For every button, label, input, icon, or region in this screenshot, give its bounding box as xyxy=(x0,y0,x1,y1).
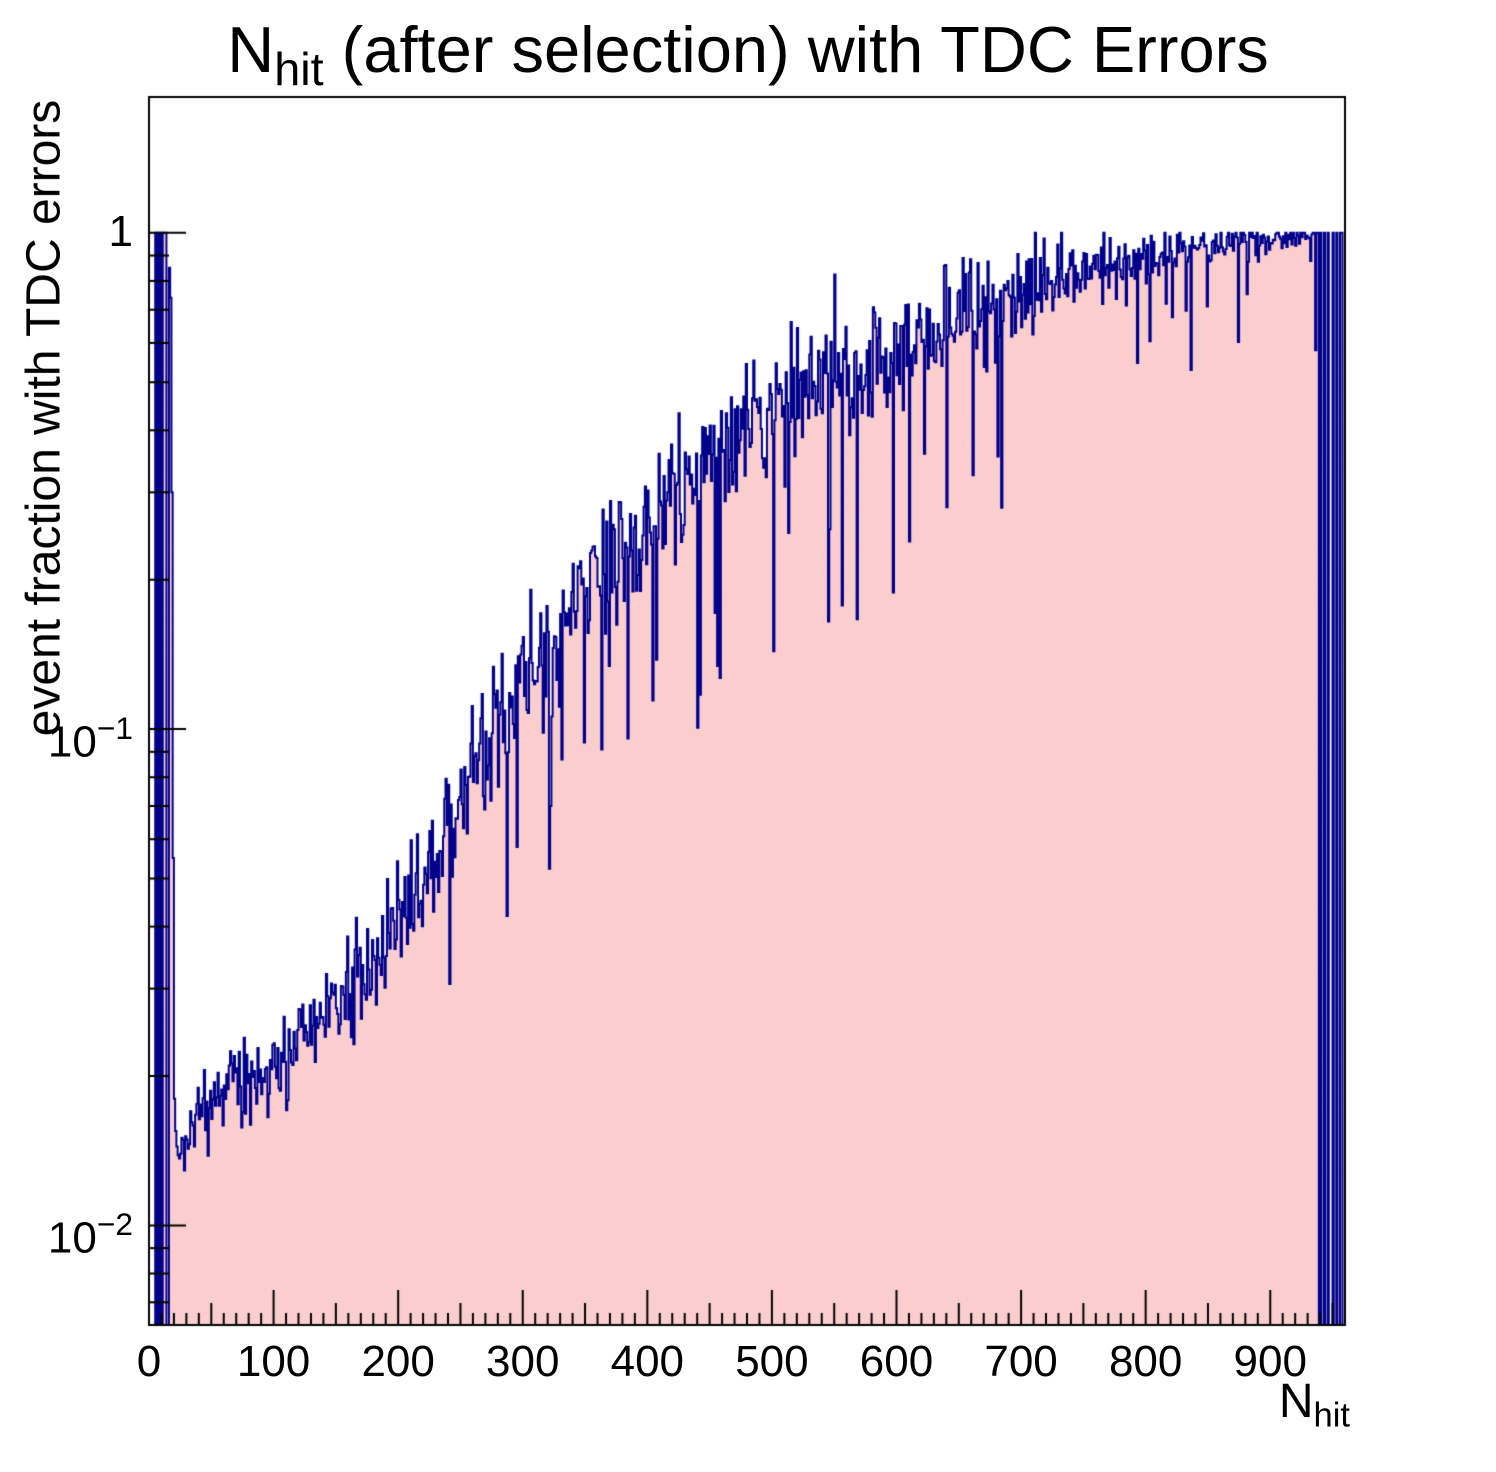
x-tick-label: 100 xyxy=(236,1337,311,1386)
y-tick-label: 10−1 xyxy=(47,710,133,767)
x-tick-label: 500 xyxy=(735,1337,809,1386)
y-tick-label: 10−2 xyxy=(47,1206,133,1263)
x-tick-label: 0 xyxy=(136,1337,162,1386)
x-tick-label: 700 xyxy=(984,1337,1058,1386)
plot-title: Nhit (after selection) with TDC Errors xyxy=(227,13,1269,96)
x-tick-label: 800 xyxy=(1108,1337,1183,1386)
x-tick-label: 200 xyxy=(361,1337,435,1386)
x-tick-label: 900 xyxy=(1233,1337,1307,1386)
x-tick-label: 400 xyxy=(610,1337,685,1386)
y-tick-label: 1 xyxy=(108,206,133,256)
x-tick-label: 300 xyxy=(486,1337,560,1386)
x-axis-title: Nhit xyxy=(1278,1375,1350,1435)
y-axis-title: event fraction with TDC errors xyxy=(17,99,71,737)
x-tick-label: 600 xyxy=(859,1337,934,1386)
